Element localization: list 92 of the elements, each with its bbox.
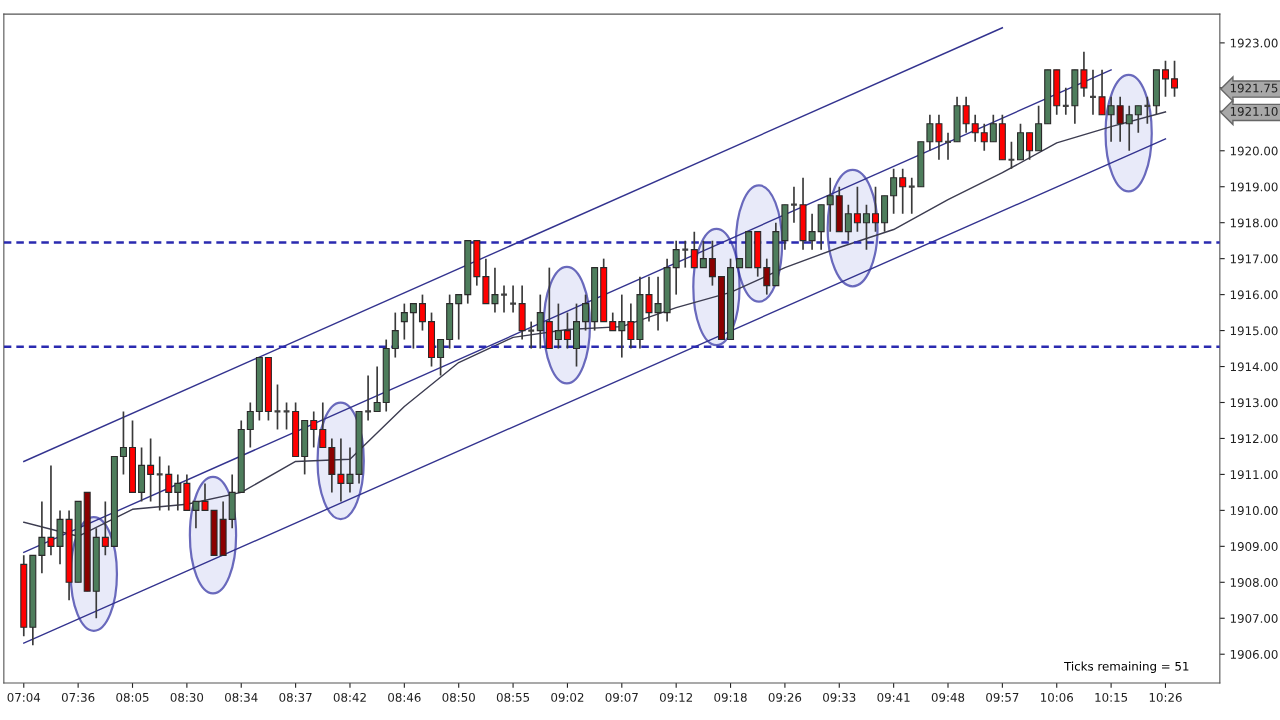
candlestick xyxy=(1107,95,1115,143)
candlestick xyxy=(582,293,590,332)
candlestick xyxy=(310,410,318,449)
candlestick xyxy=(618,293,626,359)
y-tick-label: 1906.00 xyxy=(1230,649,1278,659)
candlestick xyxy=(690,230,698,269)
candlestick xyxy=(627,302,635,350)
candlestick xyxy=(899,167,907,215)
candlestick xyxy=(373,365,381,413)
y-tick-label: 1917.00 xyxy=(1230,254,1278,264)
y-tick-label: 1920.00 xyxy=(1230,146,1278,156)
x-tick-label: 09:26 xyxy=(768,692,802,702)
x-tick-label: 09:33 xyxy=(823,692,856,702)
x-tick-label: 08:42 xyxy=(333,692,366,702)
x-tick-label: 08:55 xyxy=(496,692,530,702)
candlestick xyxy=(400,302,408,341)
y-tick-label: 1921.75 xyxy=(1230,83,1278,93)
y-tick-label: 1914.00 xyxy=(1230,362,1278,372)
x-tick-label: 08:30 xyxy=(170,692,204,702)
candlestick xyxy=(165,464,173,512)
candlestick xyxy=(391,311,399,359)
y-tick-label: 1911.00 xyxy=(1230,470,1278,480)
x-tick-label: 07:04 xyxy=(7,692,41,702)
candlestick xyxy=(989,113,997,143)
candlestick xyxy=(971,113,979,143)
y-tick-label: 1913.00 xyxy=(1230,398,1278,408)
annotation: Ticks remaining = 51 xyxy=(1064,661,1189,673)
candlestick xyxy=(101,500,109,557)
x-tick-label: 09:48 xyxy=(931,692,965,702)
candlestick xyxy=(763,257,771,296)
x-tick-label: 10:26 xyxy=(1149,692,1182,702)
candlestick xyxy=(554,302,562,350)
candlestick xyxy=(980,122,988,152)
candlestick xyxy=(563,311,571,350)
candlestick xyxy=(862,203,870,251)
x-tick-label: 08:50 xyxy=(442,692,475,702)
candlestick xyxy=(1161,60,1169,98)
candlestick xyxy=(1080,51,1088,98)
candlestick xyxy=(418,293,426,332)
y-tick-label: 1918.00 xyxy=(1230,218,1278,228)
candlestick xyxy=(1098,69,1106,116)
y-tick-label: 1910.00 xyxy=(1230,506,1278,516)
candlestick xyxy=(844,203,852,242)
candlestick xyxy=(455,293,463,341)
x-tick-label: 09:07 xyxy=(605,692,638,702)
y-tick-label: 1908.00 xyxy=(1230,578,1278,587)
candlestick xyxy=(38,500,46,575)
candlestick xyxy=(437,338,445,377)
candlestick xyxy=(1171,60,1179,98)
x-tick-label: 09:57 xyxy=(986,692,1019,702)
candlestick xyxy=(708,239,716,287)
candlestick xyxy=(699,239,707,269)
x-tick-label: 07:36 xyxy=(61,692,95,702)
candlestick xyxy=(246,401,254,449)
x-tick-label: 09:18 xyxy=(714,692,747,702)
candlestick xyxy=(319,401,327,449)
y-tick-label: 1921.10 xyxy=(1230,106,1278,116)
x-tick-label: 10:15 xyxy=(1095,692,1128,702)
line-series xyxy=(23,111,1167,537)
candlestick xyxy=(1116,95,1124,143)
candlestick xyxy=(1026,131,1034,161)
y-tick-label: 1916.00 xyxy=(1230,290,1278,300)
candlestick xyxy=(1134,104,1142,134)
candlestick xyxy=(409,302,417,350)
y-tick-label: 1912.00 xyxy=(1230,434,1278,444)
candlestick xyxy=(536,293,544,350)
candlestick xyxy=(935,113,943,161)
candlestick xyxy=(119,410,127,476)
x-tick-label: 09:12 xyxy=(659,692,692,702)
candlestick xyxy=(1125,104,1133,152)
candlestick xyxy=(174,473,182,512)
x-tick-label: 09:41 xyxy=(877,692,910,702)
candlestick xyxy=(491,266,499,314)
x-tick-label: 08:46 xyxy=(388,692,421,702)
y-tick-label: 1923.00 xyxy=(1230,38,1278,48)
candlestick xyxy=(926,113,934,152)
y-tick-label: 1907.00 xyxy=(1230,613,1278,623)
candlestick xyxy=(890,167,898,215)
candlestick xyxy=(962,95,970,134)
x-tick-label: 08:37 xyxy=(279,692,312,702)
x-tick-label: 09:02 xyxy=(551,692,584,702)
x-tick-label: 08:34 xyxy=(225,692,258,702)
y-tick-label: 1915.00 xyxy=(1230,326,1278,336)
y-tick-label: 1919.00 xyxy=(1230,182,1278,192)
candlestick xyxy=(826,176,834,233)
candlestick xyxy=(147,437,155,503)
y-tick-label: 1909.00 xyxy=(1230,542,1278,551)
x-tick-label: 08:05 xyxy=(116,692,149,702)
candlestick xyxy=(672,239,680,296)
x-tick-label: 10:06 xyxy=(1041,692,1074,702)
candlestick xyxy=(872,185,880,233)
candlestick xyxy=(853,185,861,233)
